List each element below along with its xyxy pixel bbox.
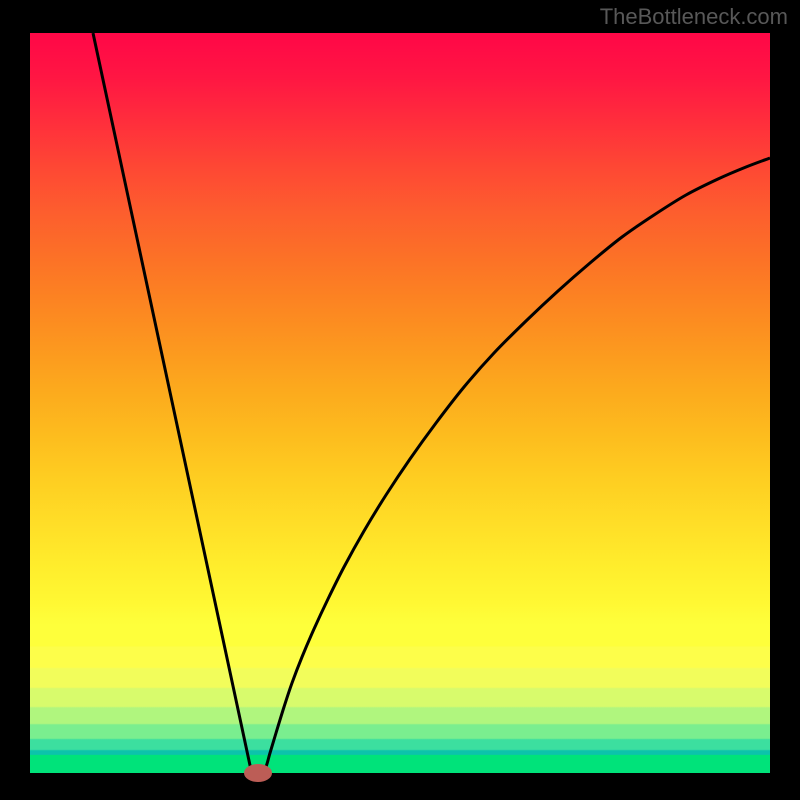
- bottleneck-curve: [30, 33, 770, 773]
- chart-plot-area: [30, 33, 770, 773]
- watermark-text: TheBottleneck.com: [600, 4, 788, 30]
- optimal-point-marker: [244, 764, 272, 782]
